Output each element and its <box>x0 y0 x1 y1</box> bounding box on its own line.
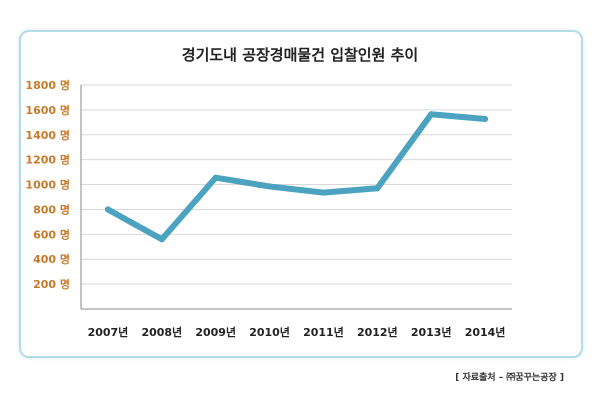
data-point <box>482 115 489 122</box>
y-tick-label: 800 명 <box>33 202 70 216</box>
chart-title: 경기도내 공장경매물건 입찰인원 추이 <box>181 46 419 64</box>
x-tick-label: 2011년 <box>303 325 344 339</box>
y-tick-label: 200 명 <box>33 277 70 291</box>
x-tick-label: 2010년 <box>249 325 290 339</box>
x-tick-label: 2014년 <box>465 325 506 339</box>
y-tick-label: 1200 명 <box>25 153 70 167</box>
data-point <box>158 236 165 243</box>
data-point <box>374 185 381 192</box>
series-line <box>104 111 489 243</box>
data-point <box>320 189 327 196</box>
source-note: [ 자료출처 – ㈜꿈꾸는공장 ] <box>455 373 564 383</box>
y-tick-label: 600 명 <box>33 227 70 241</box>
y-tick-label: 1600 명 <box>25 103 70 117</box>
data-point <box>428 111 435 118</box>
data-point <box>212 174 219 181</box>
data-point <box>104 206 111 213</box>
x-tick-label: 2009년 <box>195 325 236 339</box>
x-tick-label: 2008년 <box>141 325 182 339</box>
data-point <box>266 183 273 190</box>
y-tick-label: 1800 명 <box>25 78 70 92</box>
y-tick-label: 1000 명 <box>25 178 70 192</box>
y-tick-label: 1400 명 <box>25 128 70 142</box>
y-tick-label: 400 명 <box>33 252 70 266</box>
x-tick-label: 2012년 <box>357 325 398 339</box>
x-tick-label: 2013년 <box>411 325 452 339</box>
x-tick-label: 2007년 <box>88 325 129 339</box>
